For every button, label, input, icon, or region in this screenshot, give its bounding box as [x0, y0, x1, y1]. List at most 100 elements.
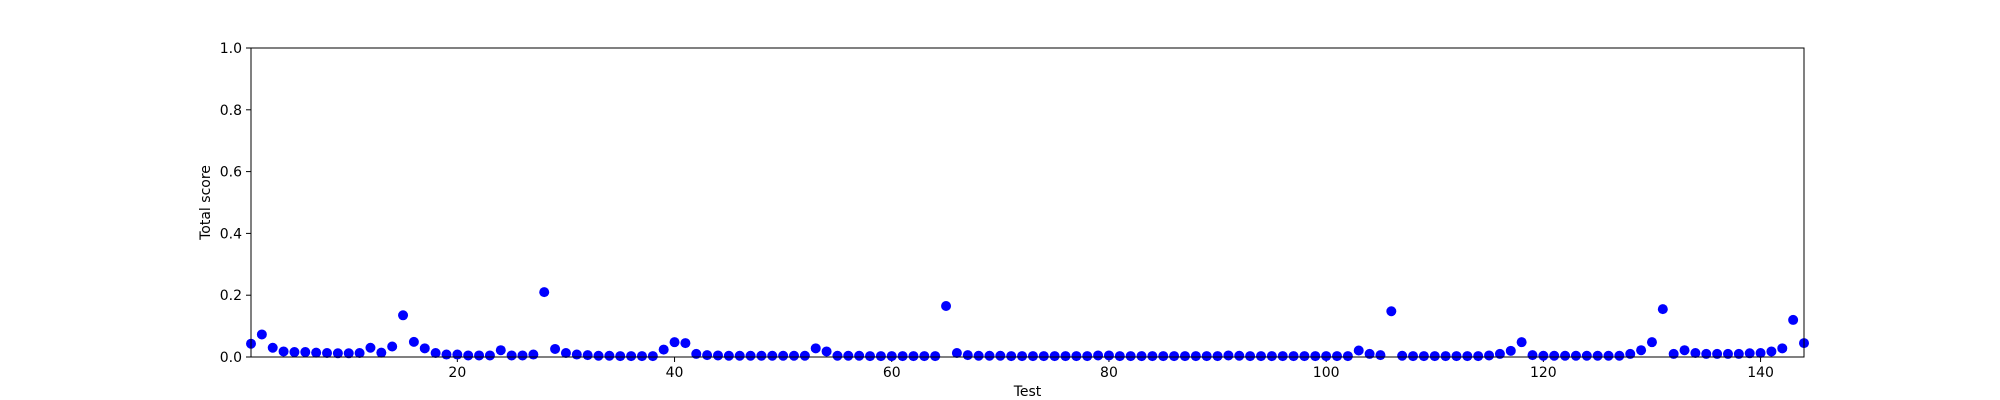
data-point	[1418, 351, 1429, 362]
data-point	[1158, 351, 1169, 362]
data-point	[723, 350, 734, 361]
data-point	[1038, 351, 1049, 362]
data-point	[1125, 351, 1136, 362]
data-point	[1397, 350, 1408, 361]
data-point	[1223, 350, 1234, 361]
data-point	[365, 342, 376, 353]
data-point	[1527, 350, 1538, 361]
data-point	[571, 349, 582, 360]
data-point	[897, 351, 908, 362]
data-point	[419, 343, 430, 354]
data-point	[984, 350, 995, 361]
data-point	[1255, 351, 1266, 362]
data-point	[1712, 348, 1723, 359]
data-point	[1169, 351, 1180, 362]
y-tick-label: 1.0	[220, 41, 242, 57]
data-point	[1071, 351, 1082, 362]
data-point	[1581, 350, 1592, 361]
data-point	[582, 350, 593, 361]
data-point	[1690, 347, 1701, 358]
data-point	[1364, 348, 1375, 359]
x-tick-label: 60	[883, 365, 901, 381]
data-point	[1603, 350, 1614, 361]
y-tick-label: 0.6	[220, 165, 242, 181]
data-point	[908, 351, 919, 362]
data-point	[593, 350, 604, 361]
data-point	[789, 350, 800, 361]
data-point	[1386, 306, 1397, 317]
data-point	[474, 350, 485, 361]
data-point	[604, 350, 615, 361]
y-tick-label: 0.2	[220, 288, 242, 304]
data-point	[1288, 351, 1299, 362]
x-tick-label: 120	[1530, 365, 1557, 381]
data-point	[517, 350, 528, 361]
data-point	[1093, 350, 1104, 361]
data-point	[756, 350, 767, 361]
data-point	[1375, 350, 1386, 361]
data-point	[712, 350, 723, 361]
data-point	[550, 343, 561, 354]
x-tick-label: 80	[1100, 365, 1118, 381]
data-point	[560, 347, 571, 358]
data-point	[919, 351, 930, 362]
data-point	[1755, 347, 1766, 358]
data-point	[1114, 351, 1125, 362]
x-tick-label: 20	[448, 365, 466, 381]
data-point	[1538, 350, 1549, 361]
data-point	[430, 347, 441, 358]
data-point	[1440, 351, 1451, 362]
data-point	[300, 347, 311, 358]
x-axis-label: Test	[1013, 384, 1042, 400]
data-point	[636, 351, 647, 362]
data-point	[398, 310, 409, 321]
data-point	[1234, 350, 1245, 361]
data-point	[506, 350, 517, 361]
data-point	[1516, 337, 1527, 348]
data-point	[1212, 351, 1223, 362]
data-point	[1777, 343, 1788, 354]
data-point	[626, 351, 637, 362]
data-point	[1766, 346, 1777, 357]
data-point	[1722, 348, 1733, 359]
data-point	[1103, 350, 1114, 361]
data-point	[1342, 351, 1353, 362]
data-point	[1636, 345, 1647, 356]
data-point	[441, 349, 452, 360]
data-point	[647, 351, 658, 362]
data-point	[1408, 351, 1419, 362]
data-point	[799, 350, 810, 361]
data-point	[1321, 351, 1332, 362]
data-point	[387, 341, 398, 352]
y-tick-label: 0.4	[220, 226, 242, 242]
data-point	[332, 348, 343, 359]
data-point	[615, 351, 626, 362]
data-point	[256, 329, 267, 340]
data-point	[1614, 350, 1625, 361]
data-point	[278, 346, 289, 357]
data-point	[1646, 337, 1657, 348]
x-tick-label: 40	[666, 365, 684, 381]
data-point	[962, 350, 973, 361]
data-point	[951, 347, 962, 358]
data-point	[1060, 351, 1071, 362]
data-point	[1147, 351, 1158, 362]
data-point	[745, 350, 756, 361]
plot-frame	[250, 47, 1805, 358]
data-point	[1679, 345, 1690, 356]
data-point	[854, 350, 865, 361]
data-point	[1657, 304, 1668, 315]
data-point	[267, 342, 278, 353]
data-point	[311, 347, 322, 358]
data-point	[354, 347, 365, 358]
data-point	[484, 350, 495, 361]
data-point	[702, 350, 713, 361]
data-point	[1505, 345, 1516, 356]
data-point	[322, 347, 333, 358]
data-point	[821, 346, 832, 357]
data-point	[875, 351, 886, 362]
data-point	[376, 347, 387, 358]
data-point	[810, 343, 821, 354]
data-point	[1549, 350, 1560, 361]
data-point	[1017, 351, 1028, 362]
